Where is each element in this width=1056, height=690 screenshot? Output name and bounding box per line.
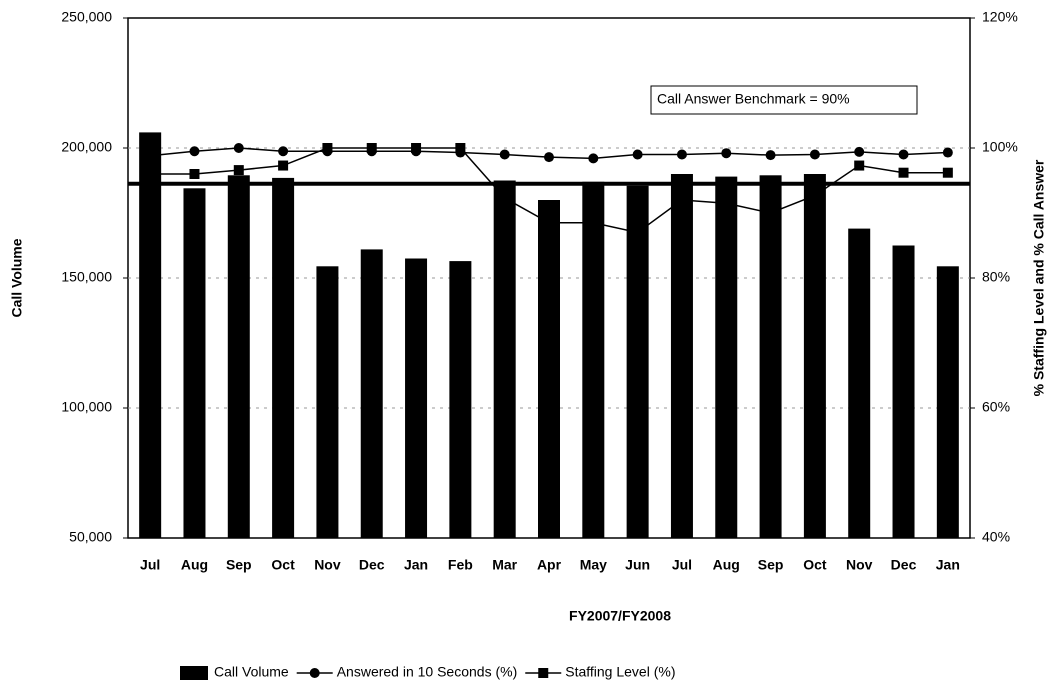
bar — [803, 174, 826, 538]
x-tick-label: Sep — [226, 557, 252, 573]
marker — [676, 195, 687, 205]
marker — [189, 146, 200, 157]
x-tick-label: Feb — [448, 557, 473, 573]
bar — [405, 258, 428, 538]
bar — [670, 174, 693, 538]
bar — [183, 188, 206, 539]
marker — [278, 146, 289, 157]
x-tick-label: Jan — [404, 557, 428, 573]
y-tick-label: 100,000 — [61, 399, 112, 415]
marker — [588, 153, 599, 164]
bar — [848, 228, 871, 538]
bar — [892, 245, 915, 538]
marker — [854, 160, 865, 171]
y2-tick-label: 80% — [982, 269, 1010, 285]
legend-label: Staffing Level (%) — [565, 664, 675, 680]
marker — [676, 149, 687, 160]
legend-marker — [538, 668, 549, 678]
bar — [759, 175, 782, 539]
x-tick-label: May — [580, 557, 607, 573]
marker — [765, 150, 776, 161]
marker — [809, 149, 820, 160]
bar — [582, 181, 605, 539]
y-tick-label: 50,000 — [69, 529, 112, 545]
marker — [278, 160, 289, 171]
legend-label: Call Volume — [214, 664, 289, 680]
marker — [765, 208, 776, 218]
marker — [854, 146, 865, 157]
x-tick-label: Aug — [181, 557, 208, 573]
x-tick-label: Apr — [537, 557, 562, 573]
x-tick-label: Jul — [672, 557, 692, 573]
marker — [322, 143, 333, 153]
y2-tick-label: 100% — [982, 139, 1018, 155]
marker — [544, 152, 554, 163]
x-tick-label: Oct — [271, 557, 295, 573]
y2-tick-label: 60% — [982, 399, 1010, 415]
legend-label: Answered in 10 Seconds (%) — [337, 664, 518, 680]
x-tick-label: Dec — [359, 557, 385, 573]
x-tick-label: Jan — [936, 557, 960, 573]
x-tick-label: Jul — [140, 557, 160, 573]
marker — [809, 190, 820, 201]
x-tick-label: Oct — [803, 557, 827, 573]
marker — [588, 217, 599, 228]
y-axis-title: Call Volume — [9, 238, 25, 317]
marker — [721, 198, 732, 209]
annotation: Call Answer Benchmark = 90% — [657, 91, 850, 107]
legend-marker — [309, 668, 320, 678]
marker — [233, 165, 244, 176]
bar — [139, 132, 162, 538]
bar — [493, 180, 516, 538]
bar — [936, 266, 959, 538]
marker — [145, 169, 156, 179]
y-tick-label: 150,000 — [61, 269, 112, 285]
bar — [538, 200, 560, 538]
marker — [721, 148, 732, 159]
marker — [942, 167, 953, 178]
marker — [145, 150, 156, 161]
x-tick-label: Sep — [758, 557, 784, 573]
x-tick-label: Nov — [846, 557, 873, 573]
marker — [499, 193, 510, 204]
x-tick-label: Dec — [891, 557, 917, 573]
marker — [544, 217, 554, 228]
x-tick-label: Nov — [314, 557, 341, 573]
marker — [942, 147, 953, 158]
y2-axis-title: % Staffing Level and % Call Answer — [1031, 159, 1047, 396]
marker — [898, 149, 909, 160]
x-tick-label: Jun — [625, 557, 650, 573]
bar — [449, 261, 472, 538]
marker — [189, 169, 200, 179]
bar — [227, 175, 250, 539]
marker — [455, 143, 466, 153]
marker — [233, 143, 244, 153]
y2-tick-label: 120% — [982, 9, 1018, 25]
marker — [411, 143, 422, 153]
marker — [632, 227, 643, 238]
bar — [626, 185, 649, 538]
marker — [499, 149, 510, 160]
bar — [360, 249, 383, 538]
y-tick-label: 250,000 — [61, 9, 112, 25]
bar — [316, 266, 339, 538]
marker — [632, 149, 643, 160]
x-tick-label: Aug — [713, 557, 740, 573]
legend-swatch — [180, 666, 208, 680]
annotation-box — [650, 85, 918, 115]
marker — [898, 167, 909, 178]
y2-tick-label: 40% — [982, 529, 1010, 545]
bar — [715, 176, 738, 538]
x-axis-title: FY2007/FY2008 — [569, 608, 671, 624]
bar — [272, 177, 295, 538]
x-tick-label: Mar — [492, 557, 517, 573]
y-tick-label: 200,000 — [61, 139, 112, 155]
marker — [366, 143, 377, 153]
